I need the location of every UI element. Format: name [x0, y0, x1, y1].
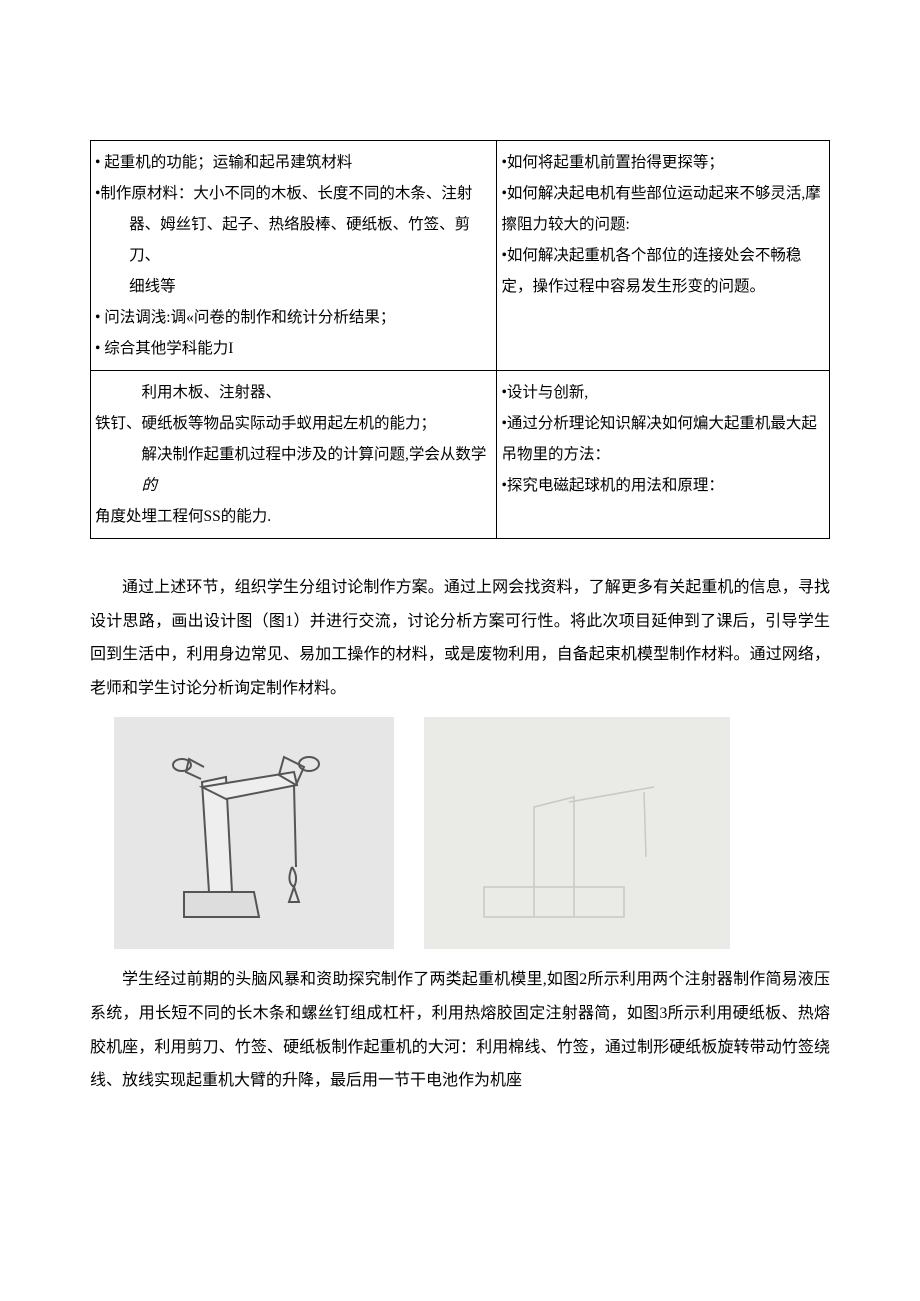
cell-row2-left: 利用木板、注射器、 铁钉、硬纸板等物品实际动手蚁用起左机的能力； 解决制作起重机… [91, 371, 497, 539]
sketch-images-row [114, 717, 830, 949]
bullet-text: •如何解决起重机各个部位的连接处会不畅稳定，操作过程中容易发生形变的问题。 [501, 240, 825, 302]
bullet-continuation: 器、姆丝钉、起子、热络股棒、硬纸板、竹签、剪刀、 [95, 209, 492, 271]
text-line: 解决制作起重机过程中涉及的计算问题,学会从数学的 [95, 439, 492, 501]
paragraph-2: 学生经过前期的头脑风暴和资助探究制作了两类起重机模里,如图2所示利用两个注射器制… [90, 963, 830, 1097]
table-row: • 起重机的功能；运输和起吊建筑材料 •制作原材料：大小不同的木板、长度不同的木… [91, 141, 830, 371]
bullet-text: •通过分析理论知识解决如何煸大起重机最大起吊物里的方法： [501, 408, 825, 470]
text-line: 铁钉、硬纸板等物品实际动手蚁用起左机的能力； [95, 408, 492, 439]
bullet-text: •如何解决起电机有些部位运动起来不够灵活,摩擦阻力较大的问题: [501, 178, 825, 240]
sketch-image-2 [424, 717, 730, 949]
table-row: 利用木板、注射器、 铁钉、硬纸板等物品实际动手蚁用起左机的能力； 解决制作起重机… [91, 371, 830, 539]
bullet-text: • 问法调浅:调«问卷的制作和统计分析结果； [95, 302, 492, 333]
paragraph-1: 通过上述环节，组织学生分组讨论制作方案。通过上网会找资料，了解更多有关起重机的信… [90, 571, 830, 705]
text-segment: 解决制作起重机过程中涉及的计算问题,学会从数学 [142, 446, 487, 463]
cell-row2-right: •设计与创新, •通过分析理论知识解决如何煸大起重机最大起吊物里的方法： •探究… [497, 371, 830, 539]
text-line: 利用木板、注射器、 [95, 377, 492, 408]
text-segment-italic: 的 [142, 477, 158, 494]
bullet-text: • 起重机的功能；运输和起吊建筑材料 [95, 147, 492, 178]
sketch-image-1 [114, 717, 394, 949]
bullet-text: •如何将起重机前置抬得更探等； [501, 147, 825, 178]
bullet-text: •设计与创新, [501, 377, 825, 408]
bullet-text: • 综合其他学科能力I [95, 333, 492, 364]
bullet-text: •探究电磁起球机的用法和原理： [501, 470, 825, 501]
crane-sketch-icon [114, 717, 394, 949]
faint-sketch-icon [424, 717, 730, 949]
cell-row1-left: • 起重机的功能；运输和起吊建筑材料 •制作原材料：大小不同的木板、长度不同的木… [91, 141, 497, 371]
bullet-text: •制作原材料：大小不同的木板、长度不同的木条、注射 [95, 178, 492, 209]
bullet-continuation: 细线等 [95, 271, 492, 302]
content-table: • 起重机的功能；运输和起吊建筑材料 •制作原材料：大小不同的木板、长度不同的木… [90, 140, 830, 539]
text-line: 角度处埋工程何SS的能力. [95, 501, 492, 532]
cell-row1-right: •如何将起重机前置抬得更探等； •如何解决起电机有些部位运动起来不够灵活,摩擦阻… [497, 141, 830, 371]
